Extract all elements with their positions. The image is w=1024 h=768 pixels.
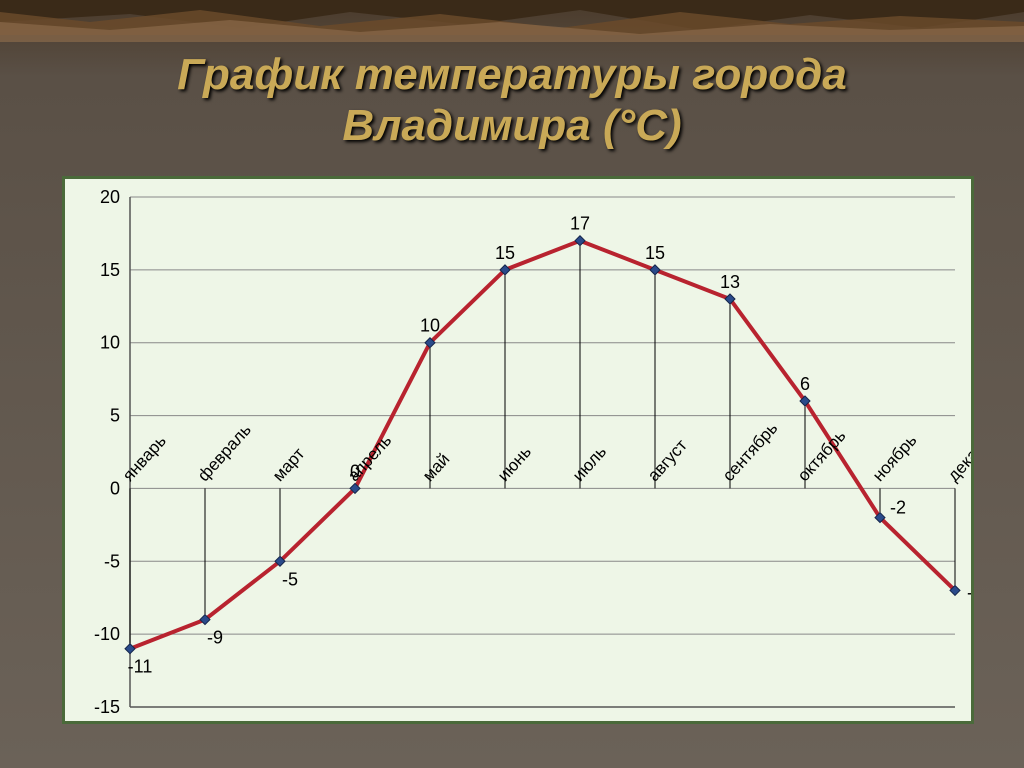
chart-title-block: График температуры города Владимира (°С): [0, 50, 1024, 151]
svg-text:-2: -2: [890, 498, 906, 518]
svg-text:15: 15: [645, 243, 665, 263]
svg-text:декабрь: декабрь: [944, 424, 971, 485]
svg-text:ноябрь: ноябрь: [869, 431, 921, 486]
svg-text:июль: июль: [569, 442, 610, 485]
svg-text:-5: -5: [104, 551, 120, 571]
svg-text:май: май: [419, 450, 454, 485]
svg-text:10: 10: [420, 316, 440, 336]
svg-text:-5: -5: [282, 569, 298, 589]
svg-text:15: 15: [495, 243, 515, 263]
svg-text:10: 10: [100, 333, 120, 353]
svg-text:5: 5: [110, 406, 120, 426]
svg-text:-7: -7: [967, 582, 971, 602]
svg-text:-11: -11: [128, 657, 153, 677]
temperature-line-chart: -15-10-505101520-11-9-5010151715136-2-7я…: [65, 179, 971, 721]
svg-text:февраль: февраль: [194, 420, 255, 485]
svg-text:июнь: июнь: [494, 442, 535, 485]
svg-text:20: 20: [100, 187, 120, 207]
svg-text:-15: -15: [94, 697, 120, 717]
svg-text:0: 0: [110, 478, 120, 498]
svg-text:13: 13: [720, 272, 740, 292]
decorative-mountain-border: [0, 0, 1024, 45]
svg-text:17: 17: [570, 214, 590, 234]
svg-text:август: август: [644, 436, 691, 485]
svg-text:-10: -10: [94, 624, 120, 644]
svg-text:-9: -9: [207, 628, 223, 648]
chart-title-line2: Владимира (°С): [0, 101, 1024, 152]
svg-text:март: март: [269, 444, 309, 485]
svg-text:15: 15: [100, 260, 120, 280]
chart-panel: -15-10-505101520-11-9-5010151715136-2-7я…: [62, 176, 974, 724]
svg-text:январь: январь: [119, 431, 170, 485]
svg-text:сентябрь: сентябрь: [719, 418, 782, 485]
svg-text:апрель: апрель: [344, 431, 396, 485]
chart-title-line1: График температуры города: [0, 50, 1024, 101]
svg-text:6: 6: [800, 374, 810, 394]
